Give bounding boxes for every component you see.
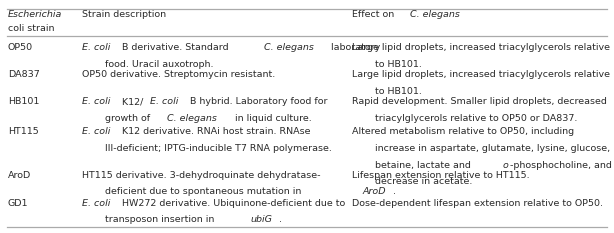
Text: AroD: AroD [8,171,31,180]
Text: triacylglycerols relative to OP50 or DA837.: triacylglycerols relative to OP50 or DA8… [375,114,578,123]
Text: betaine, lactate and: betaine, lactate and [375,161,474,170]
Text: HT115: HT115 [8,127,39,136]
Text: deficient due to spontaneous mutation in: deficient due to spontaneous mutation in [106,187,305,196]
Text: Strain description: Strain description [82,10,166,19]
Text: Dose-dependent lifespan extension relative to OP50.: Dose-dependent lifespan extension relati… [352,199,603,208]
Text: Lifespan extension relative to HT115.: Lifespan extension relative to HT115. [352,171,530,180]
Text: HW272 derivative. Ubiquinone-deficient due to: HW272 derivative. Ubiquinone-deficient d… [119,199,345,208]
Text: AroD: AroD [363,187,386,196]
Text: ubiG: ubiG [251,215,273,224]
Text: E. coli: E. coli [150,97,179,106]
Text: B hybrid. Laboratory food for: B hybrid. Laboratory food for [187,97,327,106]
Text: C. elegans: C. elegans [264,43,314,52]
Text: GD1: GD1 [8,199,28,208]
Text: Effect on: Effect on [352,10,397,19]
Text: to HB101.: to HB101. [375,60,422,69]
Text: .: . [279,215,282,224]
Text: DA837: DA837 [8,70,40,79]
Text: E. coli: E. coli [82,199,111,208]
Text: in liquid culture.: in liquid culture. [231,114,311,123]
Text: increase in aspartate, glutamate, lysine, glucose,: increase in aspartate, glutamate, lysine… [375,144,610,153]
Text: food. Uracil auxotroph.: food. Uracil auxotroph. [106,60,214,69]
Text: growth of: growth of [106,114,154,123]
Text: OP50: OP50 [8,43,33,52]
Text: Large lipid droplets, increased triacylglycerols relative: Large lipid droplets, increased triacylg… [352,70,610,79]
Text: Rapid development. Smaller lipid droplets, decreased: Rapid development. Smaller lipid droplet… [352,97,607,106]
Text: HT115 derivative. 3-dehydroquinate dehydratase-: HT115 derivative. 3-dehydroquinate dehyd… [82,171,321,180]
Text: C. elegans: C. elegans [168,114,217,123]
Text: transposon insertion in: transposon insertion in [106,215,218,224]
Text: B derivative. Standard: B derivative. Standard [119,43,231,52]
Text: E. coli: E. coli [82,43,111,52]
Text: decrease in acetate.: decrease in acetate. [375,177,473,186]
Text: C. elegans: C. elegans [410,10,460,19]
Text: Large lipid droplets, increased triacylglycerols relative: Large lipid droplets, increased triacylg… [352,43,610,52]
Text: -phosphocholine, and: -phosphocholine, and [510,161,612,170]
Text: E. coli: E. coli [82,127,111,136]
Text: Altered metabolism relative to OP50, including: Altered metabolism relative to OP50, inc… [352,127,574,136]
Text: K12/: K12/ [119,97,143,106]
Text: OP50 derivative. Streptomycin resistant.: OP50 derivative. Streptomycin resistant. [82,70,275,79]
Text: coli strain: coli strain [8,24,55,34]
Text: K12 derivative. RNAi host strain. RNAse: K12 derivative. RNAi host strain. RNAse [119,127,310,136]
Text: E. coli: E. coli [82,97,111,106]
Text: III-deficient; IPTG-inducible T7 RNA polymerase.: III-deficient; IPTG-inducible T7 RNA pol… [106,144,332,153]
Text: .: . [393,187,396,196]
Text: to HB101.: to HB101. [375,87,422,96]
Text: Escherichia: Escherichia [8,10,63,19]
Text: HB101: HB101 [8,97,39,106]
Text: laboratory: laboratory [328,43,381,52]
Text: o: o [503,161,509,170]
